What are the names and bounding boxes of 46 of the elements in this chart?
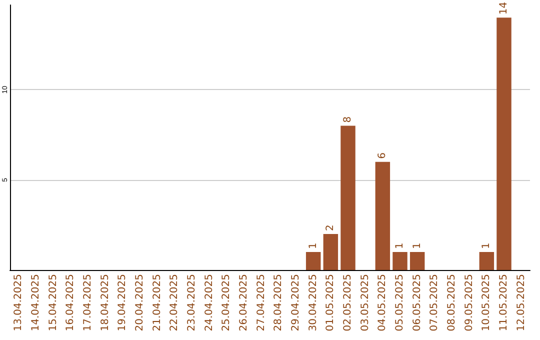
x-tick-label: 28.04.2025 [273,274,284,332]
x-tick-label: 10.05.2025 [481,274,492,332]
bar [323,234,338,270]
x-tick-label: 14.04.2025 [30,274,42,332]
data-label: 1 [412,242,423,249]
x-tick-label: 04.05.2025 [377,274,388,332]
x-tick-label: 22.04.2025 [169,274,180,332]
x-tick-label: 05.05.2025 [394,274,406,332]
x-tick-label: 12.05.2025 [516,274,527,332]
x-tick-label: 06.05.2025 [412,274,423,332]
bar [340,126,356,270]
x-tick-label: 30.04.2025 [308,274,319,332]
x-tick-label: 23.04.2025 [186,274,198,332]
x-tick-label: 16.04.2025 [65,274,76,332]
x-tick-label: 20.04.2025 [134,274,146,332]
data-label: 2 [325,224,336,231]
x-tick-label: 18.04.2025 [100,274,111,332]
x-tick-label: 15.04.2025 [48,274,59,332]
x-tick-label: 09.05.2025 [464,274,475,332]
x-tick-label: 26.04.2025 [238,274,250,332]
x-tick-label: 08.05.2025 [446,274,458,332]
x-tick-label: 29.04.2025 [290,274,302,332]
x-tick-label: 25.04.2025 [221,274,232,332]
bar [375,162,390,270]
x-tick-label: 24.04.2025 [204,274,215,332]
x-tick-label: 27.04.2025 [256,274,267,332]
x-tick-label: 01.05.2025 [325,274,336,332]
data-label: 1 [481,242,492,249]
bar [392,252,408,270]
x-tick-label: 21.04.2025 [152,274,163,332]
data-label: 8 [342,116,354,123]
bar [306,252,321,270]
data-label: 6 [377,152,388,159]
bar [496,18,512,270]
bar [410,252,425,270]
x-tick-label: 03.05.2025 [360,274,371,332]
data-label: 14 [498,2,510,15]
bar [479,252,494,270]
x-tick-label: 11.05.2025 [498,274,510,332]
x-tick-label: 19.04.2025 [117,274,128,332]
x-tick-label: 02.05.2025 [342,274,354,332]
x-tick-label: 13.04.2025 [13,274,24,332]
data-label: 1 [394,242,406,249]
x-tick-label: 07.05.2025 [429,274,440,332]
data-label: 1 [308,242,319,249]
x-tick-label: 17.04.2025 [82,274,94,332]
